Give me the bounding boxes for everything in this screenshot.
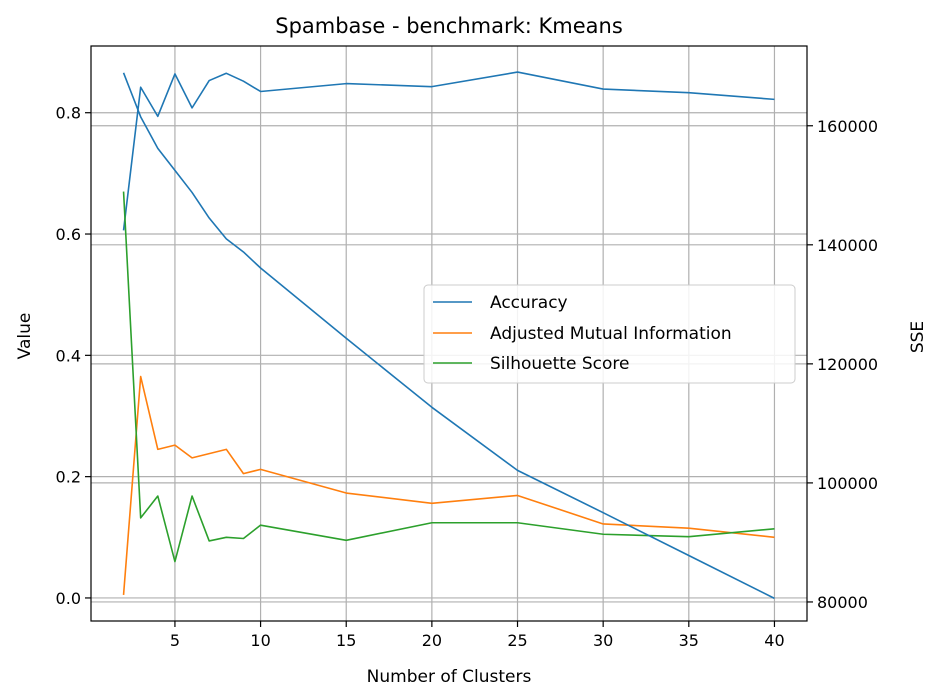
y2-tick-label: 120000 — [817, 355, 878, 374]
y-axis-title: Value — [15, 313, 35, 360]
y-tick-label: 0.6 — [56, 225, 81, 244]
y2-tick-label: 140000 — [817, 236, 878, 255]
x-tick-label: 10 — [250, 631, 270, 650]
ami-line — [122, 375, 775, 595]
legend-label-accuracy: Accuracy — [490, 293, 568, 313]
y-tick-label: 0.2 — [56, 468, 81, 487]
x-tick-label: 40 — [764, 631, 784, 650]
x-tick-label: 25 — [507, 631, 527, 650]
series-layer — [122, 71, 775, 600]
x-tick-label: 30 — [593, 631, 613, 650]
legend-box — [423, 284, 796, 384]
chart-title: Spambase - benchmark: Kmeans — [275, 14, 623, 38]
y2-tick-label: 100000 — [817, 474, 878, 493]
accuracy-line — [122, 71, 775, 231]
plot-frame — [90, 45, 808, 622]
tick-layer: 5 10 15 20 25 30 35 40 0.0 0.2 0.4 0.6 0.8 80000 10000… — [56, 104, 879, 650]
y2-axis-title: SSE — [908, 321, 928, 353]
silhouette-line — [122, 191, 775, 563]
x-axis-title: Number of Clusters — [367, 667, 532, 687]
y-tick-label: 0.8 — [56, 104, 81, 123]
y-tick-label: 0.4 — [56, 346, 81, 365]
x-tick-label: 35 — [679, 631, 699, 650]
y-tick-label: 0.0 — [56, 589, 81, 608]
y2-tick-label: 80000 — [817, 593, 868, 612]
legend-label-silhouette: Silhouette Score — [490, 354, 629, 374]
y2-tick-label: 160000 — [817, 117, 878, 136]
x-tick-label: 20 — [422, 631, 442, 650]
x-tick-label: 15 — [336, 631, 356, 650]
x-tick-label: 5 — [170, 631, 180, 650]
sse-line — [122, 72, 775, 600]
legend-label-ami: Adjusted Mutual Information — [490, 324, 732, 344]
legend: Accuracy Adjusted Mutual Information Sil… — [423, 284, 796, 384]
